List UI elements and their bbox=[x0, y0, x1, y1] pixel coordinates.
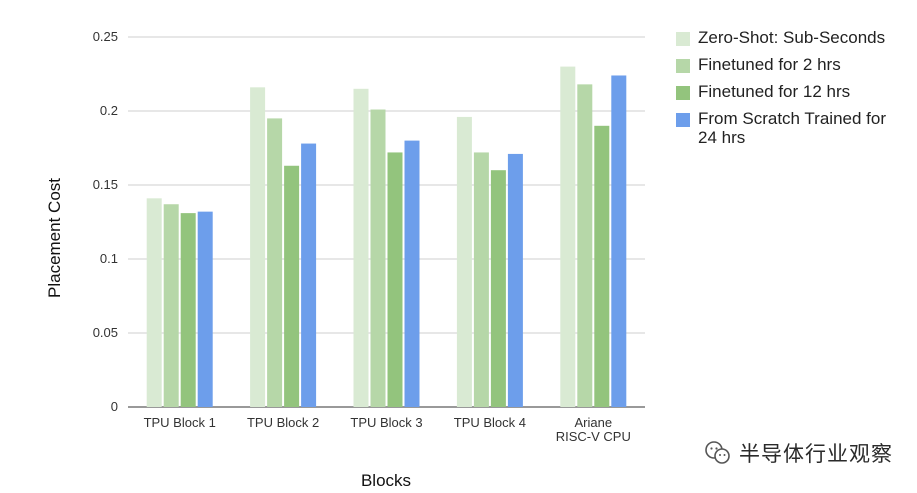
bar bbox=[577, 84, 593, 408]
x-tick-label: TPU Block 4 bbox=[454, 415, 526, 430]
legend-item: Finetuned for 2 hrs bbox=[676, 55, 911, 74]
x-tick-label: Ariane bbox=[575, 415, 613, 430]
bar bbox=[267, 118, 283, 408]
legend-label: From Scratch Trained for 24 hrs bbox=[698, 109, 887, 147]
legend-item: Zero-Shot: Sub-Seconds bbox=[676, 28, 911, 47]
watermark-text: 半导体行业观察 bbox=[739, 442, 893, 466]
bar bbox=[197, 211, 213, 407]
legend-label: Zero-Shot: Sub-Seconds bbox=[698, 28, 886, 47]
gridlines bbox=[128, 36, 645, 408]
x-axis-ticks: TPU Block 1 TPU Block 2 TPU Block 3 TPU Blo… bbox=[144, 415, 631, 444]
y-tick-label: 0.05 bbox=[93, 325, 118, 340]
legend-swatch bbox=[676, 113, 690, 127]
bar bbox=[353, 88, 369, 408]
y-axis-ticks: 0 0.05 0.1 0.15 0.2 0.25 bbox=[93, 29, 118, 414]
legend-item: Finetuned for 12 hrs bbox=[676, 82, 911, 101]
bar bbox=[611, 75, 627, 407]
bar bbox=[404, 140, 420, 407]
watermark: 半导体行业观察 bbox=[703, 438, 893, 468]
legend-swatch bbox=[676, 32, 690, 46]
legend-label: Finetuned for 2 hrs bbox=[698, 55, 841, 74]
legend: Zero-Shot: Sub-Seconds Finetuned for 2 hr… bbox=[676, 28, 911, 155]
bar bbox=[387, 152, 403, 407]
bar bbox=[507, 153, 523, 407]
y-tick-label: 0.2 bbox=[100, 103, 118, 118]
bar bbox=[250, 87, 266, 407]
legend-swatch bbox=[676, 59, 690, 73]
y-axis-title: Placement Cost bbox=[45, 178, 64, 298]
bar bbox=[146, 198, 162, 407]
x-tick-label: TPU Block 1 bbox=[144, 415, 216, 430]
bars bbox=[146, 66, 627, 408]
bar bbox=[594, 125, 610, 408]
x-axis-title: Blocks bbox=[361, 471, 411, 490]
bar bbox=[473, 152, 489, 407]
y-tick-label: 0 bbox=[111, 399, 118, 414]
bar bbox=[163, 204, 179, 407]
x-tick-label: TPU Block 2 bbox=[247, 415, 319, 430]
x-tick-label: TPU Block 3 bbox=[350, 415, 422, 430]
bar bbox=[456, 116, 472, 408]
legend-swatch bbox=[676, 86, 690, 100]
bar bbox=[490, 170, 506, 407]
legend-label: Finetuned for 12 hrs bbox=[698, 82, 851, 101]
legend-item: From Scratch Trained for 24 hrs bbox=[676, 109, 911, 147]
wechat-icon bbox=[705, 441, 730, 464]
y-tick-label: 0.1 bbox=[100, 251, 118, 266]
bar bbox=[370, 109, 386, 408]
y-tick-label: 0.15 bbox=[93, 177, 118, 192]
bar bbox=[180, 213, 196, 407]
bar bbox=[560, 66, 576, 407]
y-tick-label: 0.25 bbox=[93, 29, 118, 44]
x-tick-label: RISC-V CPU bbox=[556, 429, 631, 444]
bar bbox=[301, 143, 317, 407]
bar bbox=[284, 165, 300, 407]
